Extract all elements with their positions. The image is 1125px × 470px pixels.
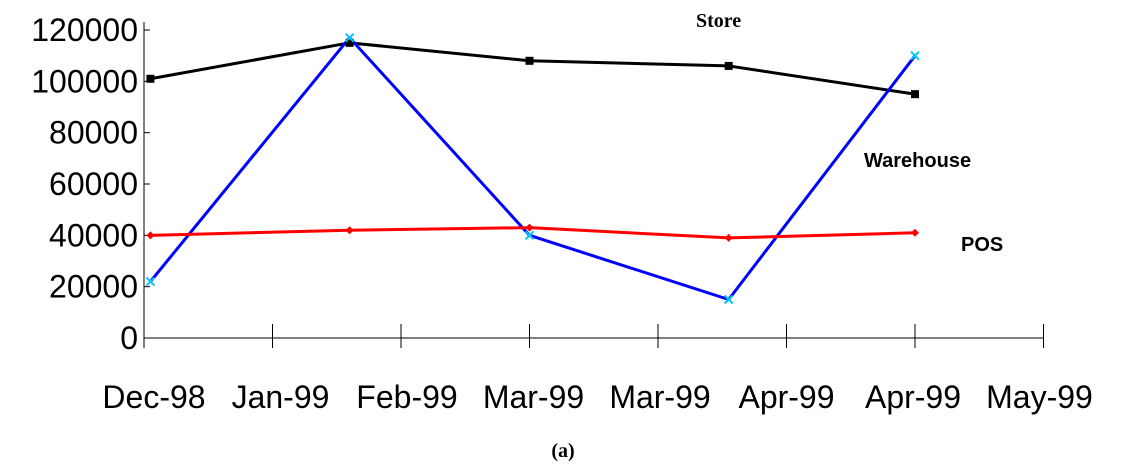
x-tick-label: Mar-99 xyxy=(483,379,584,415)
series-markers xyxy=(146,34,919,304)
series-label-pos: POS xyxy=(961,234,1003,256)
data-point-pos xyxy=(911,229,919,237)
data-point-warehouse xyxy=(146,278,154,286)
data-point-store xyxy=(911,90,919,98)
axes xyxy=(144,22,1044,348)
x-tick-label: Mar-99 xyxy=(609,379,710,415)
x-tick-label: Jan-99 xyxy=(232,379,330,415)
series-label-store: Store xyxy=(696,10,741,32)
y-tick-label: 60000 xyxy=(49,166,138,202)
y-tick-label: 0 xyxy=(120,320,138,356)
y-tick-label: 100000 xyxy=(31,63,138,99)
series-line-store xyxy=(150,43,915,94)
x-tick-labels: Dec-98 Jan-99 Feb-99 Mar-99 Mar-99 Apr-99 Apr-… xyxy=(102,379,1092,415)
data-point-pos xyxy=(146,231,154,239)
data-point-pos xyxy=(725,234,733,242)
data-point-store xyxy=(526,57,534,65)
inline-series-labels: Store Warehouse POS xyxy=(696,10,1003,256)
figure-caption: (a) xyxy=(551,440,574,462)
x-tick-label: Dec-98 xyxy=(102,379,205,415)
x-tick-label: May-99 xyxy=(986,379,1093,415)
x-tick-label: Apr-99 xyxy=(865,379,961,415)
y-tick-label: 20000 xyxy=(49,269,138,305)
series-lines xyxy=(150,38,915,300)
y-tick-label: 120000 xyxy=(31,12,138,48)
data-point-pos xyxy=(346,226,354,234)
y-tick-labels: 0 20000 40000 60000 80000 100000 120000 xyxy=(31,12,138,356)
x-tick-label: Feb-99 xyxy=(356,379,457,415)
data-point-store xyxy=(725,62,733,70)
y-tick-label: 40000 xyxy=(49,217,138,253)
x-tick-label: Apr-99 xyxy=(738,379,834,415)
data-point-store xyxy=(146,75,154,83)
y-tick-label: 80000 xyxy=(49,115,138,151)
data-point-warehouse xyxy=(911,52,919,60)
series-label-warehouse: Warehouse xyxy=(864,150,971,172)
